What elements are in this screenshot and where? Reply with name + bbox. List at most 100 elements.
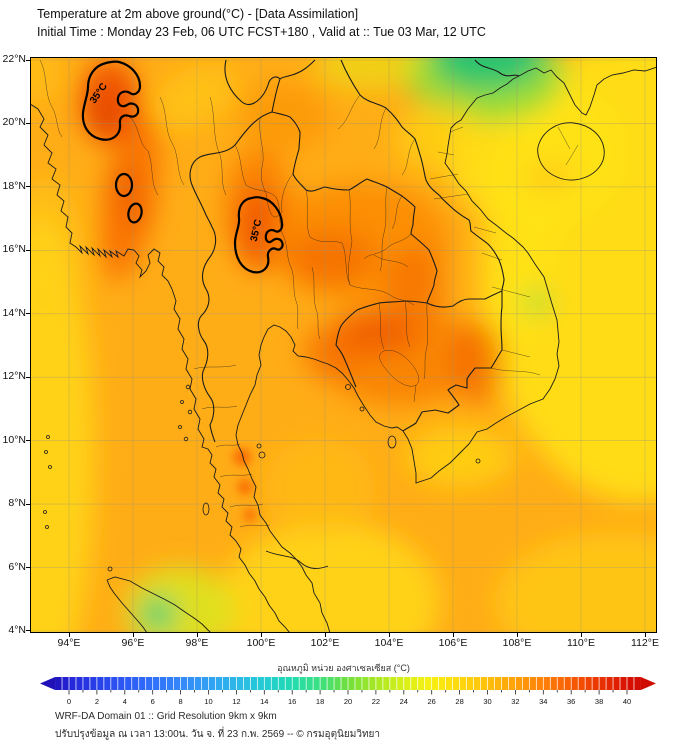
colorbar: 0 2 4 6 8 10 12 14 16 18 20 22 24 26 28 30 32 34 36 38 40	[40, 677, 656, 706]
colorbar-cell	[494, 677, 502, 690]
colorbar-cell	[145, 677, 153, 690]
y-axis-tick	[26, 249, 30, 251]
colorbar-tick-label: 26	[428, 697, 436, 706]
colorbar-cell	[62, 677, 69, 690]
y-axis-tick	[26, 122, 30, 124]
x-axis-tick	[132, 633, 134, 637]
colorbar-tick-label: 36	[567, 697, 575, 706]
x-axis-tick	[644, 633, 646, 637]
colorbar-cell	[152, 677, 160, 690]
y-axis-tick	[26, 313, 30, 315]
colorbar-cell	[487, 677, 495, 690]
colorbar-cell	[75, 677, 83, 690]
y-axis-tick	[26, 376, 30, 378]
colorbar-cell	[431, 677, 439, 690]
colorbar-cell	[466, 677, 474, 690]
colorbar-tick-label: 32	[511, 697, 519, 706]
colorbar-cell	[424, 677, 432, 690]
colorbar-cell	[215, 677, 223, 690]
colorbar-cell	[110, 677, 118, 690]
colorbar-cell	[313, 677, 321, 690]
x-axis-tick-label: 112°E	[631, 637, 659, 649]
colorbar-tick-label: 10	[204, 697, 212, 706]
colorbar-tick-label: 28	[455, 697, 463, 706]
colorbar-cell	[292, 677, 300, 690]
colorbar-cell	[501, 677, 509, 690]
colorbar-over-arrow	[640, 677, 656, 690]
colorbar-cell	[271, 677, 279, 690]
colorbar-cell	[89, 677, 97, 690]
colorbar-cell	[438, 677, 446, 690]
colorbar-cell	[250, 677, 258, 690]
colorbar-cell	[55, 677, 63, 690]
y-axis-tick-label: 16°N	[2, 243, 26, 256]
plot-frame	[30, 57, 657, 633]
colorbar-cell	[354, 677, 362, 690]
colorbar-tick-label: 24	[400, 697, 408, 706]
x-axis-tick	[324, 633, 326, 637]
colorbar-cell	[389, 677, 397, 690]
colorbar-cell	[564, 677, 572, 690]
colorbar-cell	[571, 677, 579, 690]
colorbar-cell	[320, 677, 328, 690]
colorbar-tick-label: 38	[595, 697, 603, 706]
colorbar-cell	[327, 677, 335, 690]
colorbar-cell	[208, 677, 216, 690]
colorbar-tick-label: 14	[260, 697, 268, 706]
y-axis-tick-label: 22°N	[2, 53, 26, 65]
province-borders	[39, 59, 579, 528]
colorbar-cell	[257, 677, 265, 690]
y-axis-tick-label: 6°N	[8, 560, 26, 573]
colorbar-tick-label: 8	[179, 697, 183, 706]
colorbar-cell	[445, 677, 453, 690]
colorbar-cell	[522, 677, 530, 690]
colorbar-cell	[278, 677, 286, 690]
colorbar-cell	[459, 677, 467, 690]
x-axis-tick-label: 108°E	[502, 637, 532, 649]
y-axis-tick-label: 10°N	[2, 433, 26, 446]
map-title: Temperature at 2m above ground(°C) - [Da…	[37, 7, 359, 21]
colorbar-cell	[236, 677, 244, 690]
colorbar-cell	[299, 677, 307, 690]
colorbar-cell	[264, 677, 272, 690]
colorbar-cell	[627, 677, 634, 690]
temperature-field	[30, 57, 657, 633]
colorbar-cell	[173, 677, 181, 690]
x-axis-tick-label: 102°E	[310, 637, 340, 649]
x-axis-tick-label: 110°E	[567, 637, 595, 649]
y-axis-tick	[26, 630, 30, 632]
colorbar-cell	[348, 677, 355, 690]
colorbar-cell	[550, 677, 558, 690]
x-axis-tick	[452, 633, 454, 637]
colorbar-cell	[536, 677, 544, 690]
colorbar-cell	[222, 677, 230, 690]
colorbar-cell	[96, 677, 104, 690]
contour-35c-small-1	[114, 172, 134, 198]
colorbar-under-arrow	[40, 677, 56, 690]
y-axis-tick	[26, 186, 30, 188]
colorbar-cell	[334, 677, 342, 690]
colorbar-tick-label: 18	[316, 697, 324, 706]
colorbar-cell	[159, 677, 167, 690]
y-axis-tick-label: 8°N	[8, 497, 26, 510]
colorbar-cell	[557, 677, 565, 690]
x-axis-tick	[260, 633, 262, 637]
colorbar-cell	[131, 677, 139, 690]
x-axis-tick	[68, 633, 70, 637]
colorbar-cell	[361, 677, 369, 690]
colorbar-cell	[166, 677, 174, 690]
contour-35c-small-2	[127, 202, 143, 224]
x-axis-tick	[516, 633, 518, 637]
colorbar-cell	[243, 677, 251, 690]
colorbar-cell	[578, 677, 586, 690]
colorbar-cell	[403, 677, 411, 690]
colorbar-cell	[515, 677, 523, 690]
colorbar-tick-label: 12	[232, 697, 240, 706]
colorbar-cell	[592, 677, 600, 690]
x-axis-tick-label: 100°E	[246, 637, 276, 649]
colorbar-cell	[396, 677, 404, 690]
colorbar-cell	[138, 677, 146, 690]
colorbar-tick-label: 4	[123, 697, 127, 706]
country-borders	[189, 59, 520, 443]
